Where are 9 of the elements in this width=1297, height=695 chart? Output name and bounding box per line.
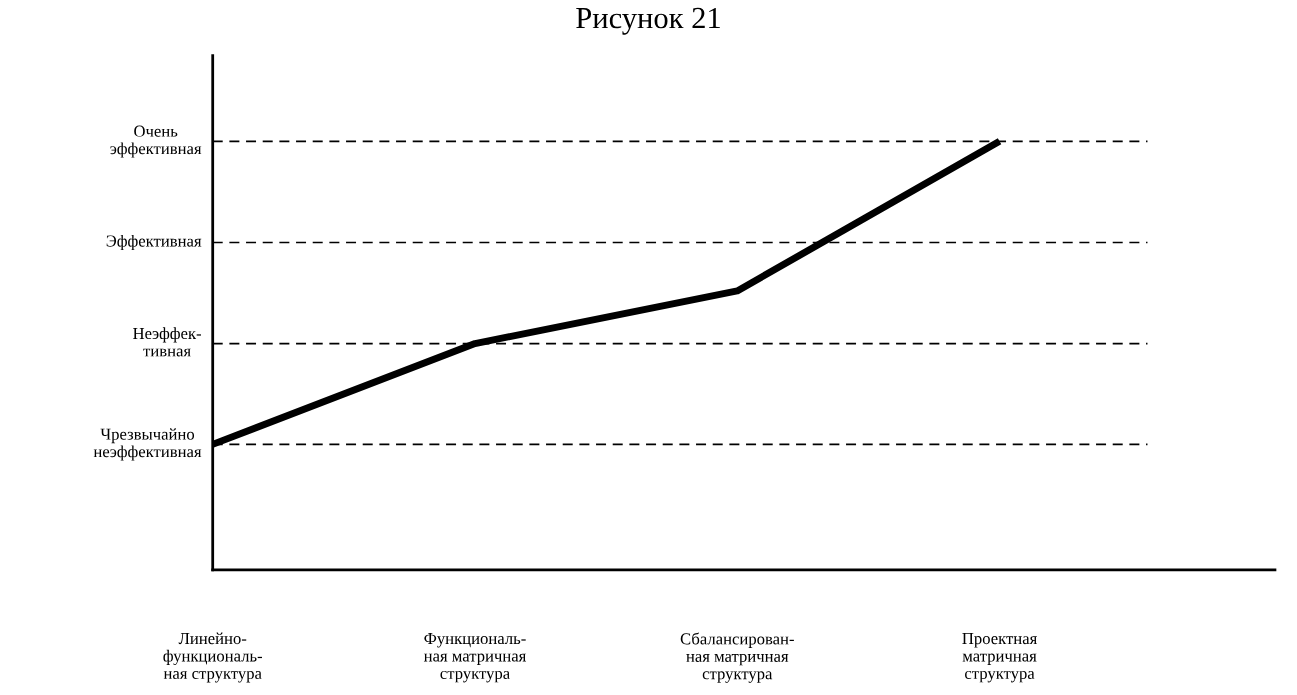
x-tick-label: Функциональ- ная матричная структура (423, 633, 527, 683)
ref-line-label: Чрезвычайно неэффективная (93, 428, 202, 461)
chart-title: Рисунок 21 (576, 7, 720, 35)
x-tick-label: Сбалансирован- ная матричная структура (680, 632, 794, 683)
x-tick-label: Линейно- функциональ- ная структура (163, 632, 263, 683)
ref-line-label: Неэффек- тивная (133, 327, 201, 357)
ref-line-label: Очень эффективная (110, 125, 202, 158)
x-tick-label: Проектная матричная структура (962, 633, 1037, 683)
ref-line-label: Эффективная (106, 234, 202, 251)
